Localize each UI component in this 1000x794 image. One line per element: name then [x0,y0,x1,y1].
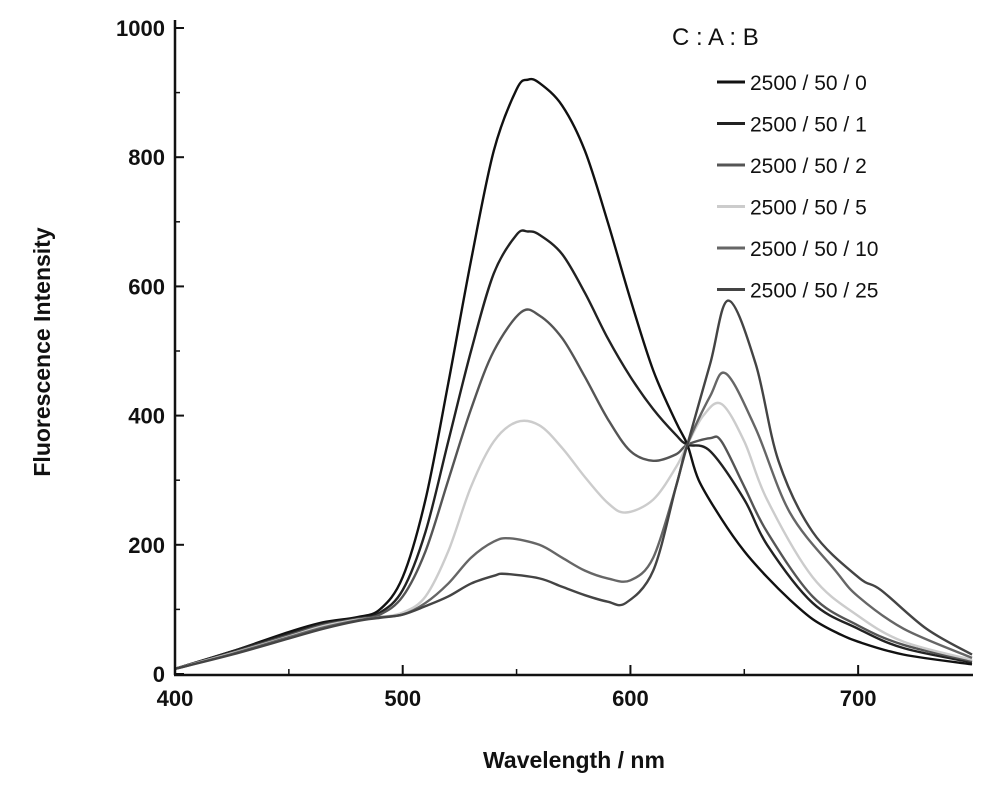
series-line-5 [174,299,973,670]
legend-label: 2500 / 50 / 2 [750,155,867,178]
x-tick-label: 600 [612,686,649,711]
series-line-2 [174,308,973,670]
y-tick-label: 0 [153,662,165,687]
legend: C : A : B 2500 / 50 / 0 2500 / 50 / 1 2500… [672,24,878,303]
x-tick-label: 700 [840,686,877,711]
legend-title: C : A : B [672,24,759,51]
x-tick-label: 500 [384,686,421,711]
y-tick-label: 1000 [116,16,165,41]
series-line-3 [174,401,973,670]
legend-label: 2500 / 50 / 10 [750,238,878,261]
x-axis-label: Wavelength / nm [483,747,665,773]
x-tick-label: 400 [157,686,194,711]
legend-label: 2500 / 50 / 5 [750,197,867,220]
legend-label: 2500 / 50 / 1 [750,114,867,137]
y-tick-label: 400 [128,404,165,429]
y-tick-label: 800 [128,145,165,170]
y-tick-label: 600 [128,274,165,299]
y-axis-label: Fluorescence Intensity [29,227,55,476]
legend-label: 2500 / 50 / 25 [750,280,878,303]
y-tick-label: 200 [128,533,165,558]
legend-label: 2500 / 50 / 0 [750,72,867,95]
series-line-4 [174,371,973,670]
series-line-0 [174,77,973,670]
